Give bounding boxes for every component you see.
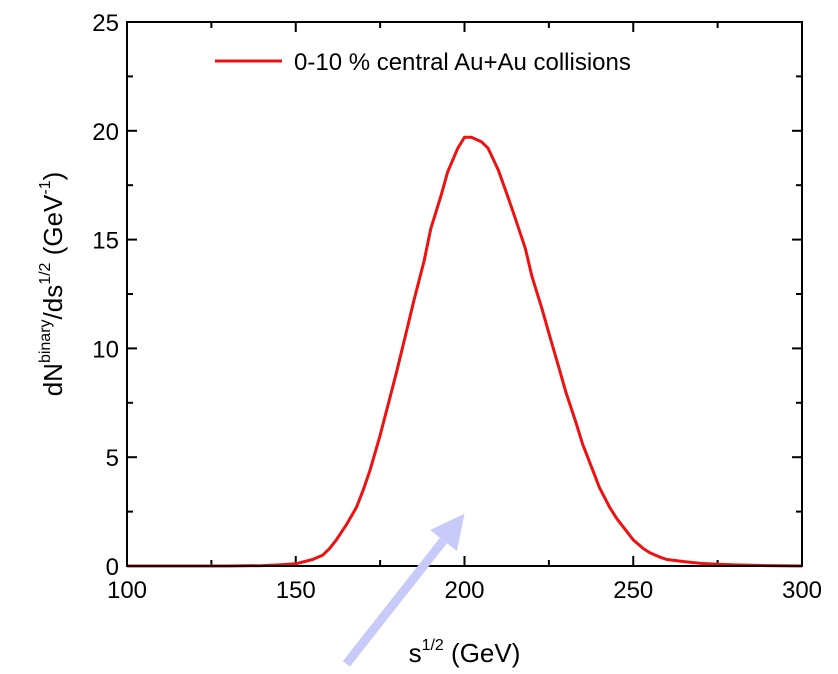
x-axis-label-rest: (GeV) — [444, 638, 521, 668]
x-axis-label-sup: 1/2 — [422, 637, 444, 654]
x-tick-label-200: 200 — [444, 577, 484, 604]
y-tick-label-20: 20 — [92, 119, 119, 146]
legend-label: 0-10 % central Au+Au collisions — [294, 49, 631, 76]
arrow-head — [430, 513, 465, 552]
x-tick-label-300: 300 — [782, 577, 822, 604]
plot-frame — [126, 21, 803, 567]
axis-ticks — [126, 21, 803, 567]
legend: 0-10 % central Au+Au collisions — [215, 49, 631, 76]
arrow-shaft — [342, 537, 448, 667]
series-group — [127, 135, 803, 568]
x-axis-label: s1/2 (GeV) — [409, 637, 521, 668]
y-tick-label-5: 5 — [106, 445, 119, 472]
y-tick-label-15: 15 — [92, 228, 119, 255]
y-tick-label-25: 25 — [92, 10, 119, 37]
y-axis-label: dNbinary/ds1/2 (GeV-1) — [37, 172, 68, 397]
y-tick-label-10: 10 — [92, 336, 119, 363]
series-line-0 — [127, 135, 803, 568]
y-tick-label-0: 0 — [106, 554, 119, 581]
x-tick-label-100: 100 — [107, 577, 147, 604]
x-axis-label-base: s — [409, 638, 422, 668]
tick-labels: 100 150 200 250 300 0 5 10 15 20 25 — [92, 10, 822, 604]
x-tick-label-250: 250 — [613, 577, 653, 604]
annotation-arrow — [342, 513, 465, 667]
x-tick-label-150: 150 — [276, 577, 316, 604]
